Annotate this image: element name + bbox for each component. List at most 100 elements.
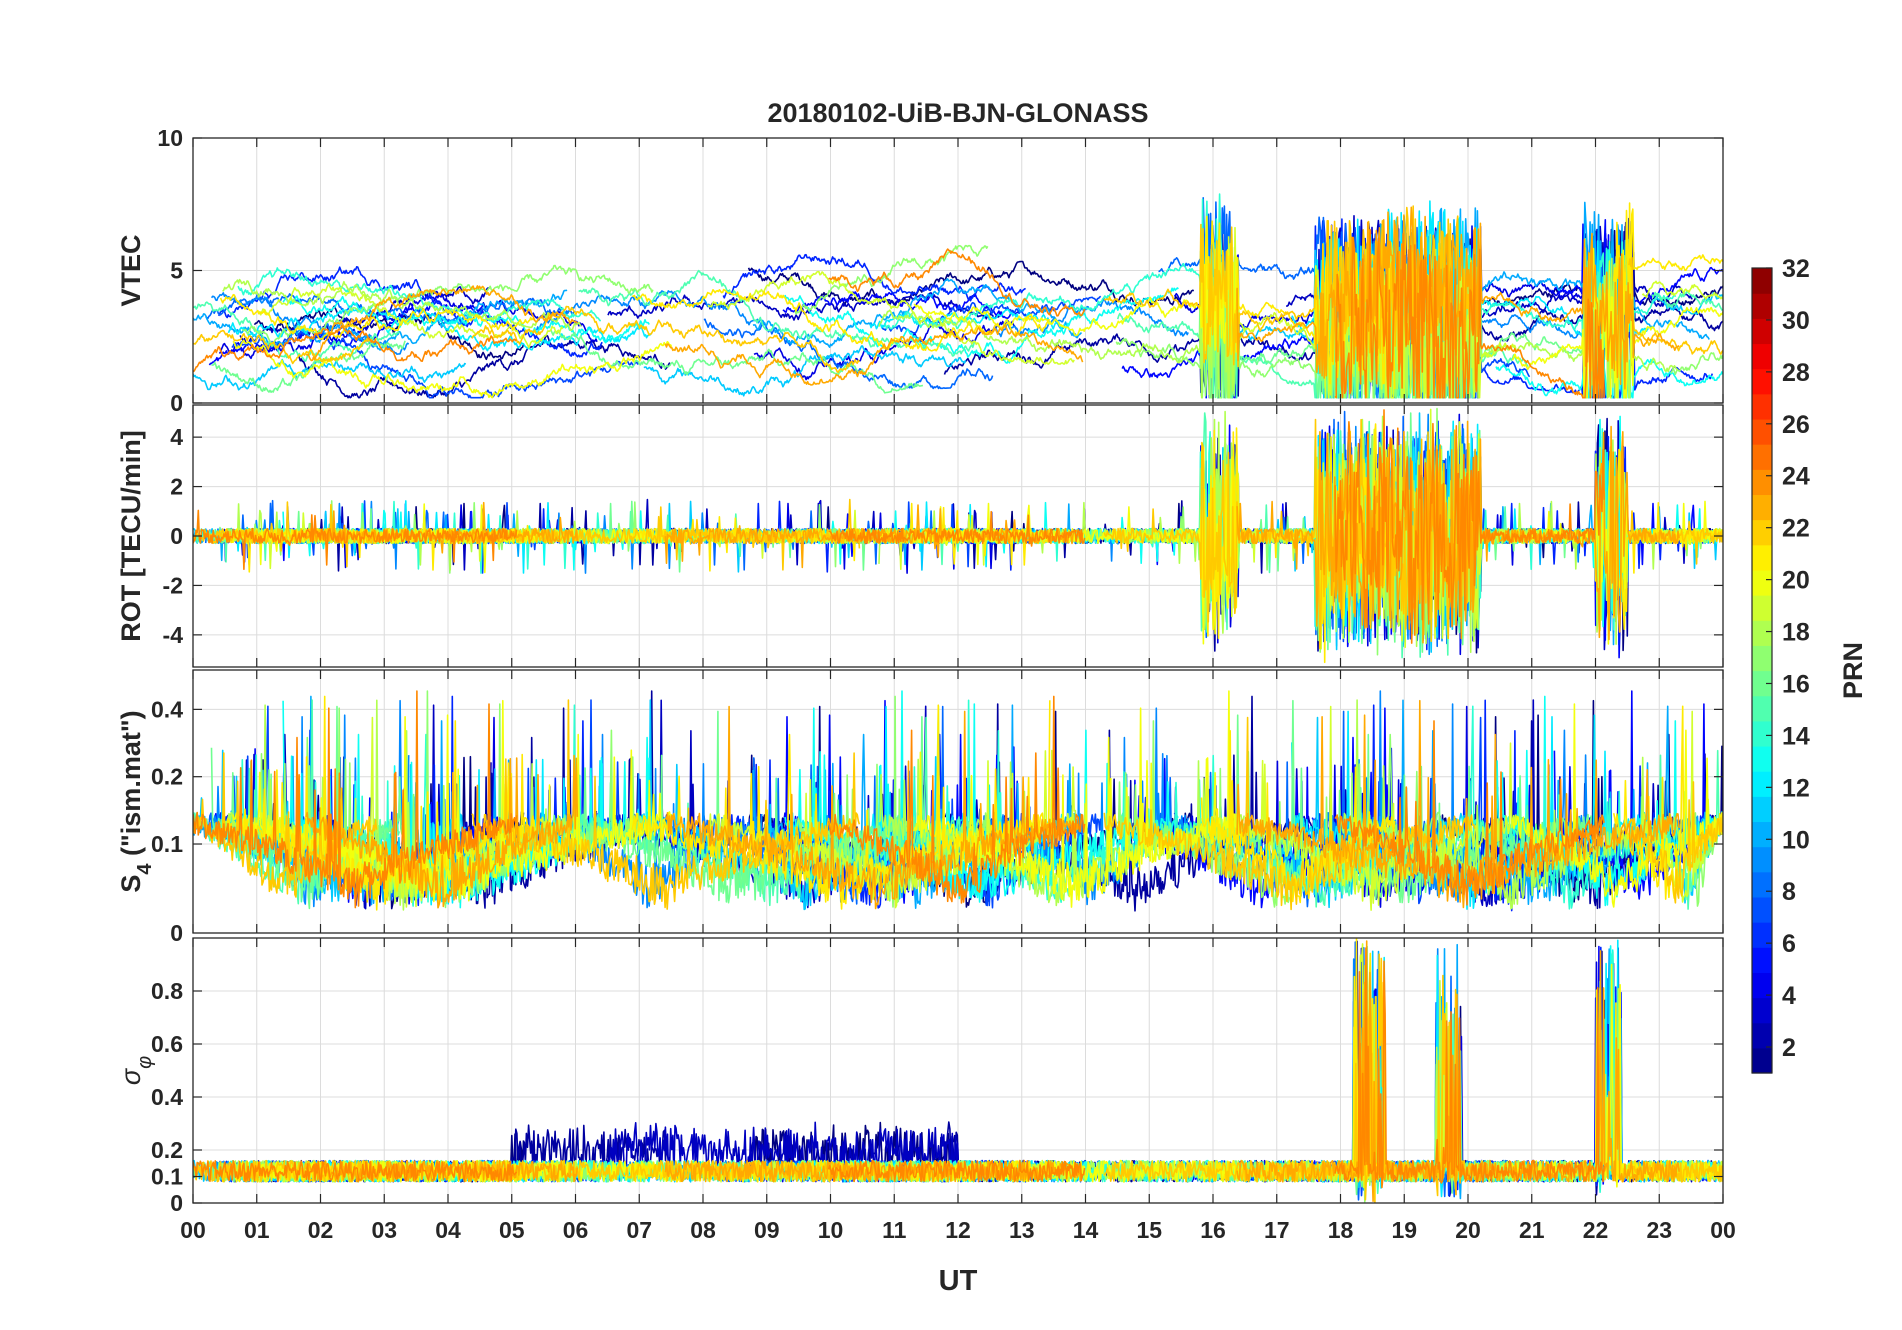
panel-rot: -4 -2 0 2 4 ROT [TECU/min] <box>116 404 1724 668</box>
colorbar-segment <box>1752 947 1772 973</box>
series-prn-11 <box>193 358 467 391</box>
y-tick-label: 0.4 <box>151 1084 183 1110</box>
series-group <box>193 938 1723 1203</box>
y-tick-label: 0.2 <box>151 764 183 790</box>
y-tick-label: 0.8 <box>151 978 183 1004</box>
x-tick-label: 10 <box>818 1217 844 1243</box>
series-prn-24 <box>193 690 518 909</box>
colorbar-segment <box>1752 771 1772 797</box>
colorbar-tick-label: 4 <box>1782 982 1796 1010</box>
series-prn-22 <box>1628 256 1723 355</box>
x-tick-label: 05 <box>499 1217 525 1243</box>
series-prn-21 <box>631 288 1050 352</box>
series-prn-24 <box>1334 720 1605 906</box>
colorbar-tick-label: 24 <box>1782 463 1810 491</box>
x-tick-label: 09 <box>754 1217 780 1243</box>
series-prn-18 <box>222 278 582 332</box>
colorbar-segment <box>1752 393 1772 420</box>
series-prn-21 <box>1612 202 1723 321</box>
colorbar-segment <box>1752 519 1772 546</box>
chart-title: 20180102-UiB-BJN-GLONASS <box>767 98 1148 128</box>
x-tick-label: 23 <box>1646 1217 1672 1243</box>
colorbar-tick-label: 14 <box>1782 722 1810 750</box>
colorbar-segment <box>1752 343 1772 370</box>
series-prn-10 <box>752 278 1083 349</box>
colorbar-segment <box>1752 997 1772 1024</box>
series-prn-23 <box>664 705 1084 910</box>
x-tick-label: 03 <box>371 1217 397 1243</box>
x-tick-label: 01 <box>244 1217 270 1243</box>
y-label-sub: φ <box>134 1056 156 1069</box>
colorbar-segment <box>1752 318 1772 345</box>
x-tick-label: 08 <box>690 1217 716 1243</box>
colorbar-tick-label: 18 <box>1782 619 1810 647</box>
colorbar-segment <box>1752 846 1772 873</box>
series-prn-11 <box>643 345 967 397</box>
series-prn-22 <box>193 501 378 568</box>
x-tick-label: 07 <box>626 1217 652 1243</box>
series-prn-22 <box>193 752 378 898</box>
y-tick-label: 2 <box>170 474 183 500</box>
series-prn-2 <box>297 334 671 399</box>
series-prn-1 <box>747 260 1195 307</box>
colorbar-segment <box>1752 418 1772 445</box>
colorbar-segment <box>1752 670 1772 697</box>
colorbar-segment <box>1752 645 1772 672</box>
series-prn-6 <box>722 253 1026 302</box>
series-prn-7 <box>881 295 1102 335</box>
colorbar-segment <box>1752 871 1772 898</box>
colorbar-segment <box>1752 293 1772 319</box>
series-prn-9 <box>535 290 763 331</box>
colorbar-segment <box>1752 1047 1772 1074</box>
series-prn-22 <box>1628 781 1723 904</box>
series-prn-22 <box>193 329 377 365</box>
x-tick-label: 06 <box>563 1217 589 1243</box>
series-prn-24 <box>1334 229 1605 399</box>
series-prn-22 <box>1103 716 1476 911</box>
series-prn-24 <box>827 1159 1086 1183</box>
series-prn-2 <box>943 224 1326 399</box>
series-prn-7 <box>231 326 640 399</box>
series-prn-22 <box>471 498 861 571</box>
y-tick-label: -2 <box>163 572 183 598</box>
x-tick-label: 22 <box>1583 1217 1609 1243</box>
series-prn-5 <box>782 291 1019 320</box>
y-tick-label: 0 <box>170 523 183 549</box>
series-prn-19 <box>707 270 1075 365</box>
x-tick-label: 04 <box>435 1217 461 1243</box>
y-tick-label: 0.4 <box>151 696 183 722</box>
series-prn-24 <box>828 510 1086 547</box>
panel-s4: 0.1 0.2 0.4 0 S4 ("ism.mat") <box>116 669 1724 946</box>
y-tick-label: 10 <box>157 125 183 151</box>
series-group <box>193 690 1723 912</box>
series-prn-14 <box>1461 237 1677 360</box>
x-tick-label: 16 <box>1200 1217 1226 1243</box>
colorbar-tick-label: 16 <box>1782 670 1810 698</box>
x-tick-label: 00 <box>1710 1217 1736 1243</box>
series-prn-20 <box>232 339 673 399</box>
x-tick-label: 15 <box>1136 1217 1162 1243</box>
series-prn-22 <box>471 699 861 910</box>
colorbar-label: PRN <box>1838 642 1868 699</box>
colorbar-segment <box>1752 720 1772 747</box>
colorbar-segment <box>1752 569 1772 596</box>
series-group <box>193 193 1723 399</box>
colorbar-segment <box>1752 972 1772 999</box>
x-axis: 00 01 02 03 04 05 06 07 08 09 10 11 12 13 14 15 16 17 18 19… <box>180 1217 1736 1243</box>
colorbar-segment <box>1752 796 1772 823</box>
series-prn-24 <box>193 1160 518 1183</box>
series-prn-23 <box>305 754 579 909</box>
y-label-main: S <box>116 875 146 893</box>
series-group <box>193 407 1723 664</box>
colorbar-segment <box>1752 494 1772 521</box>
series-prn-19 <box>257 512 564 570</box>
y-tick-label: 0 <box>170 1190 183 1216</box>
colorbar-segment <box>1752 821 1772 848</box>
series-prn-20 <box>913 246 1239 352</box>
colorbar-frame <box>1751 267 1773 1074</box>
series-prn-24 <box>193 509 518 571</box>
colorbar-segment <box>1752 268 1772 294</box>
colorbar-tick-label: 30 <box>1782 307 1810 335</box>
